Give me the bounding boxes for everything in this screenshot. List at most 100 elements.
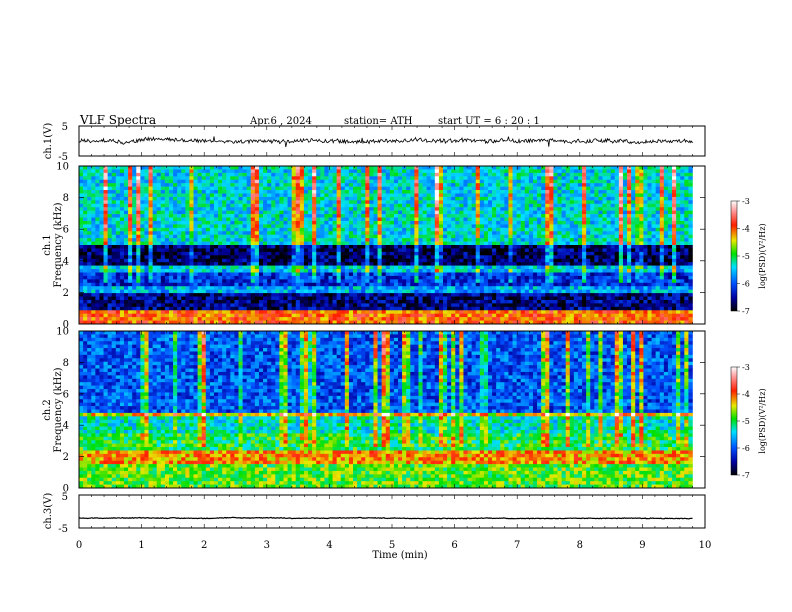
ch1-spectrogram-cell [508, 166, 513, 170]
ch1-spectrogram-cell [238, 269, 243, 273]
ch1-spectrogram-cell [610, 207, 616, 211]
ch1-spectrogram-cell [213, 214, 219, 218]
ch1-spectrogram-cell [586, 179, 591, 184]
ch1-spectrogram-cell [152, 217, 158, 222]
ch1-spectrogram-cell [238, 272, 243, 277]
ch1-spectrogram-cell [238, 265, 243, 270]
ch1-spectrogram-cell [438, 245, 444, 249]
ch1-spectrogram-cell [655, 231, 661, 235]
ch1-spectrogram-cell [316, 269, 321, 273]
ch1-spectrogram-cell [414, 265, 419, 270]
ch1-spectrogram-cell [91, 183, 96, 187]
ch1-spectrogram-cell [402, 231, 407, 235]
ch1-spectrogram-cell [631, 196, 636, 201]
ch1-spectrogram-cell [610, 220, 616, 225]
ch1-spectrogram-cell [438, 251, 444, 256]
ch1-spectrogram-cell [422, 166, 427, 170]
ch1-spectrogram-cell [181, 217, 186, 222]
ch1-spectrogram-cell [598, 186, 603, 191]
ch1-spectrogram-cell [152, 214, 158, 218]
ch1-spectrogram-cell [410, 224, 415, 229]
ch1-spectrogram-cell [492, 190, 497, 194]
ch1-spectrogram-cell [496, 220, 501, 225]
ch1-spectrogram-cell [340, 220, 346, 225]
ch1-spectrogram-cell [639, 176, 644, 181]
ch1-spectrogram-cell [508, 234, 513, 239]
ch1-spectrogram-cell [455, 272, 460, 277]
ch1-spectrogram-cell [160, 186, 166, 191]
ch1-spectrogram-cell [504, 196, 509, 201]
ch1-spectrogram-cell [622, 227, 628, 232]
ch1-spectrogram-cell [168, 196, 174, 201]
ch1-spectrogram-cell [487, 251, 493, 256]
ch1-spectrogram-cell [647, 272, 652, 277]
ch1-spectrogram-cell [434, 255, 440, 260]
ch1-spectrogram-cell [230, 193, 235, 198]
ch1-spectrogram-cell [111, 179, 117, 184]
ch1-spectrogram-cell [414, 248, 419, 253]
ch1-spectrogram-cell [438, 255, 444, 260]
ch1-spectrogram-cell [627, 193, 632, 198]
ch1-spectrogram-cell [545, 179, 550, 184]
ch1-spectrogram-cell [422, 193, 427, 198]
ch1-spectrogram-cell [275, 210, 280, 215]
ch1-spectrogram-cell [299, 245, 305, 249]
ch1-spectrogram-cell [582, 166, 587, 170]
ch1-spectrogram-cell [336, 245, 342, 249]
ch1-spectrogram-cell [385, 220, 391, 225]
ch1-spectrogram-cell [614, 258, 620, 263]
ch1-spectrogram-cell [659, 179, 665, 184]
ch1-spectrogram-cell [242, 179, 247, 184]
ch1-spectrogram-cell [577, 255, 583, 260]
ch1-spectrogram-cell [667, 190, 673, 194]
ch1-spectrogram-cell [209, 190, 215, 194]
ch1-spectrogram-cell [655, 217, 661, 222]
ch1-spectrogram-cell [132, 190, 137, 194]
ch1-spectrogram-cell [512, 172, 517, 177]
ch1-spectrogram-cell [565, 231, 571, 235]
ch1-spectrogram-cell [631, 183, 636, 187]
ch1-spectrogram-cell [263, 258, 268, 263]
ch1-spectrogram-cell [218, 207, 223, 211]
ch1-spectrogram-cell [537, 166, 542, 170]
ch1-spectrogram-cell [160, 241, 166, 246]
ch1-spectrogram-cell [128, 186, 133, 191]
ch1-spectrogram-cell [361, 166, 366, 170]
ch1-spectrogram-cell [414, 258, 419, 263]
ch1-spectrogram-cell [438, 272, 444, 277]
ch1-spectrogram-cell [672, 262, 677, 266]
ch1-spectrogram-cell [549, 193, 554, 198]
ch1-spectrogram-cell [213, 231, 219, 235]
ch1-spectrogram-cell [659, 193, 665, 198]
ch1-spectrogram-cell [115, 166, 121, 170]
ch1-spectrogram-cell [193, 272, 198, 277]
ch1-spectrogram-cell [164, 245, 170, 249]
ch1-spectrogram-cell [443, 203, 448, 208]
ch1-spectrogram-cell [267, 207, 272, 211]
ch1-spectrogram-cell [156, 172, 162, 177]
ch1-spectrogram-cell [635, 196, 640, 201]
ch1-spectrogram-cell [569, 166, 575, 170]
ch1-spectrogram-cell [602, 248, 607, 253]
ch1-spectrogram-cell [447, 258, 452, 263]
ch1-spectrogram-cell [193, 269, 198, 273]
ch1-spectrogram-cell [598, 241, 603, 246]
ch1-spectrogram-cell [275, 269, 280, 273]
ch1-spectrogram-cell [500, 220, 505, 225]
ch1-spectrogram-cell [299, 265, 305, 270]
ch1-spectrogram-cell [622, 224, 628, 229]
ch1-spectrogram-cell [205, 169, 211, 174]
ch1-spectrogram-cell [258, 207, 264, 211]
ch1-spectrogram-cell [201, 272, 207, 277]
ch1-spectrogram-cell [275, 190, 280, 194]
ch1-spectrogram-cell [128, 179, 133, 184]
ch1-spectrogram-cell [393, 224, 399, 229]
ch1-spectrogram-cell [663, 220, 669, 225]
ch1-spectrogram-cell [79, 238, 84, 242]
ch1-spectrogram-cell [688, 203, 693, 208]
ch1-spectrogram-cell [95, 179, 100, 184]
ch1-spectrogram-cell [463, 172, 468, 177]
ch1-spectrogram-cell [144, 275, 149, 280]
ch1-spectrogram-cell [512, 193, 517, 198]
ch1-spectrogram-cell [471, 220, 477, 225]
